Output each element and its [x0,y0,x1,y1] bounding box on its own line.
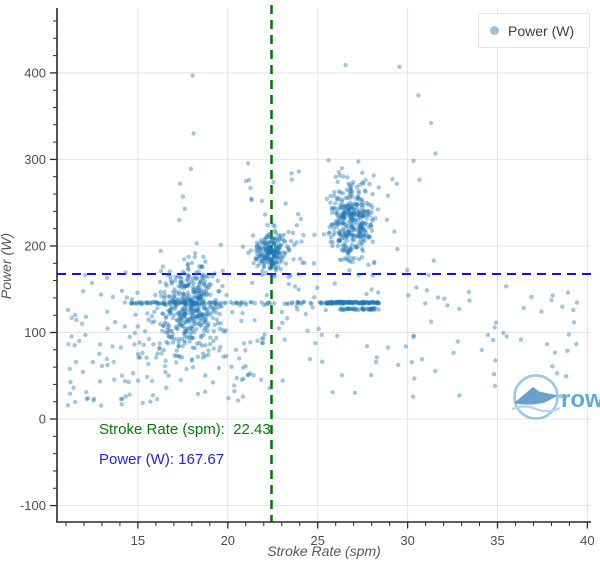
svg-text:300: 300 [24,152,46,167]
legend-item-power[interactable]: Power (W) [508,22,575,39]
annotation-stroke-rate: Stroke Rate (spm): 22.43 [99,421,271,438]
annotation-power: Power (W): 167.67 [99,451,225,468]
svg-text:25: 25 [310,533,324,548]
svg-text:400: 400 [24,65,46,80]
x-axis-title: Stroke Rate (spm) [267,543,381,559]
grid-layer [57,8,591,522]
y-axis-title: Power (W) [0,232,14,300]
svg-text:200: 200 [24,238,46,253]
svg-text:0: 0 [39,412,46,427]
legend-marker-icon [490,26,499,35]
legend: Power (W) [478,13,591,48]
svg-text:15: 15 [131,533,145,548]
svg-text:100: 100 [24,325,46,340]
logo-wave-icon [511,405,561,413]
svg-text:30: 30 [400,533,414,548]
axes-layer: 15 20 25 30 35 40 -100 0 100 200 300 400 [20,8,595,548]
logo-circle-icon [513,374,559,420]
rowsandall-logo: rows [511,374,600,420]
logo-text: rows [561,386,600,413]
points-layer [65,62,580,408]
svg-text:35: 35 [490,533,504,548]
svg-text:20: 20 [221,533,235,548]
svg-text:40: 40 [580,533,594,548]
svg-text:-100: -100 [20,498,46,513]
logo-boat-icon [514,387,558,405]
